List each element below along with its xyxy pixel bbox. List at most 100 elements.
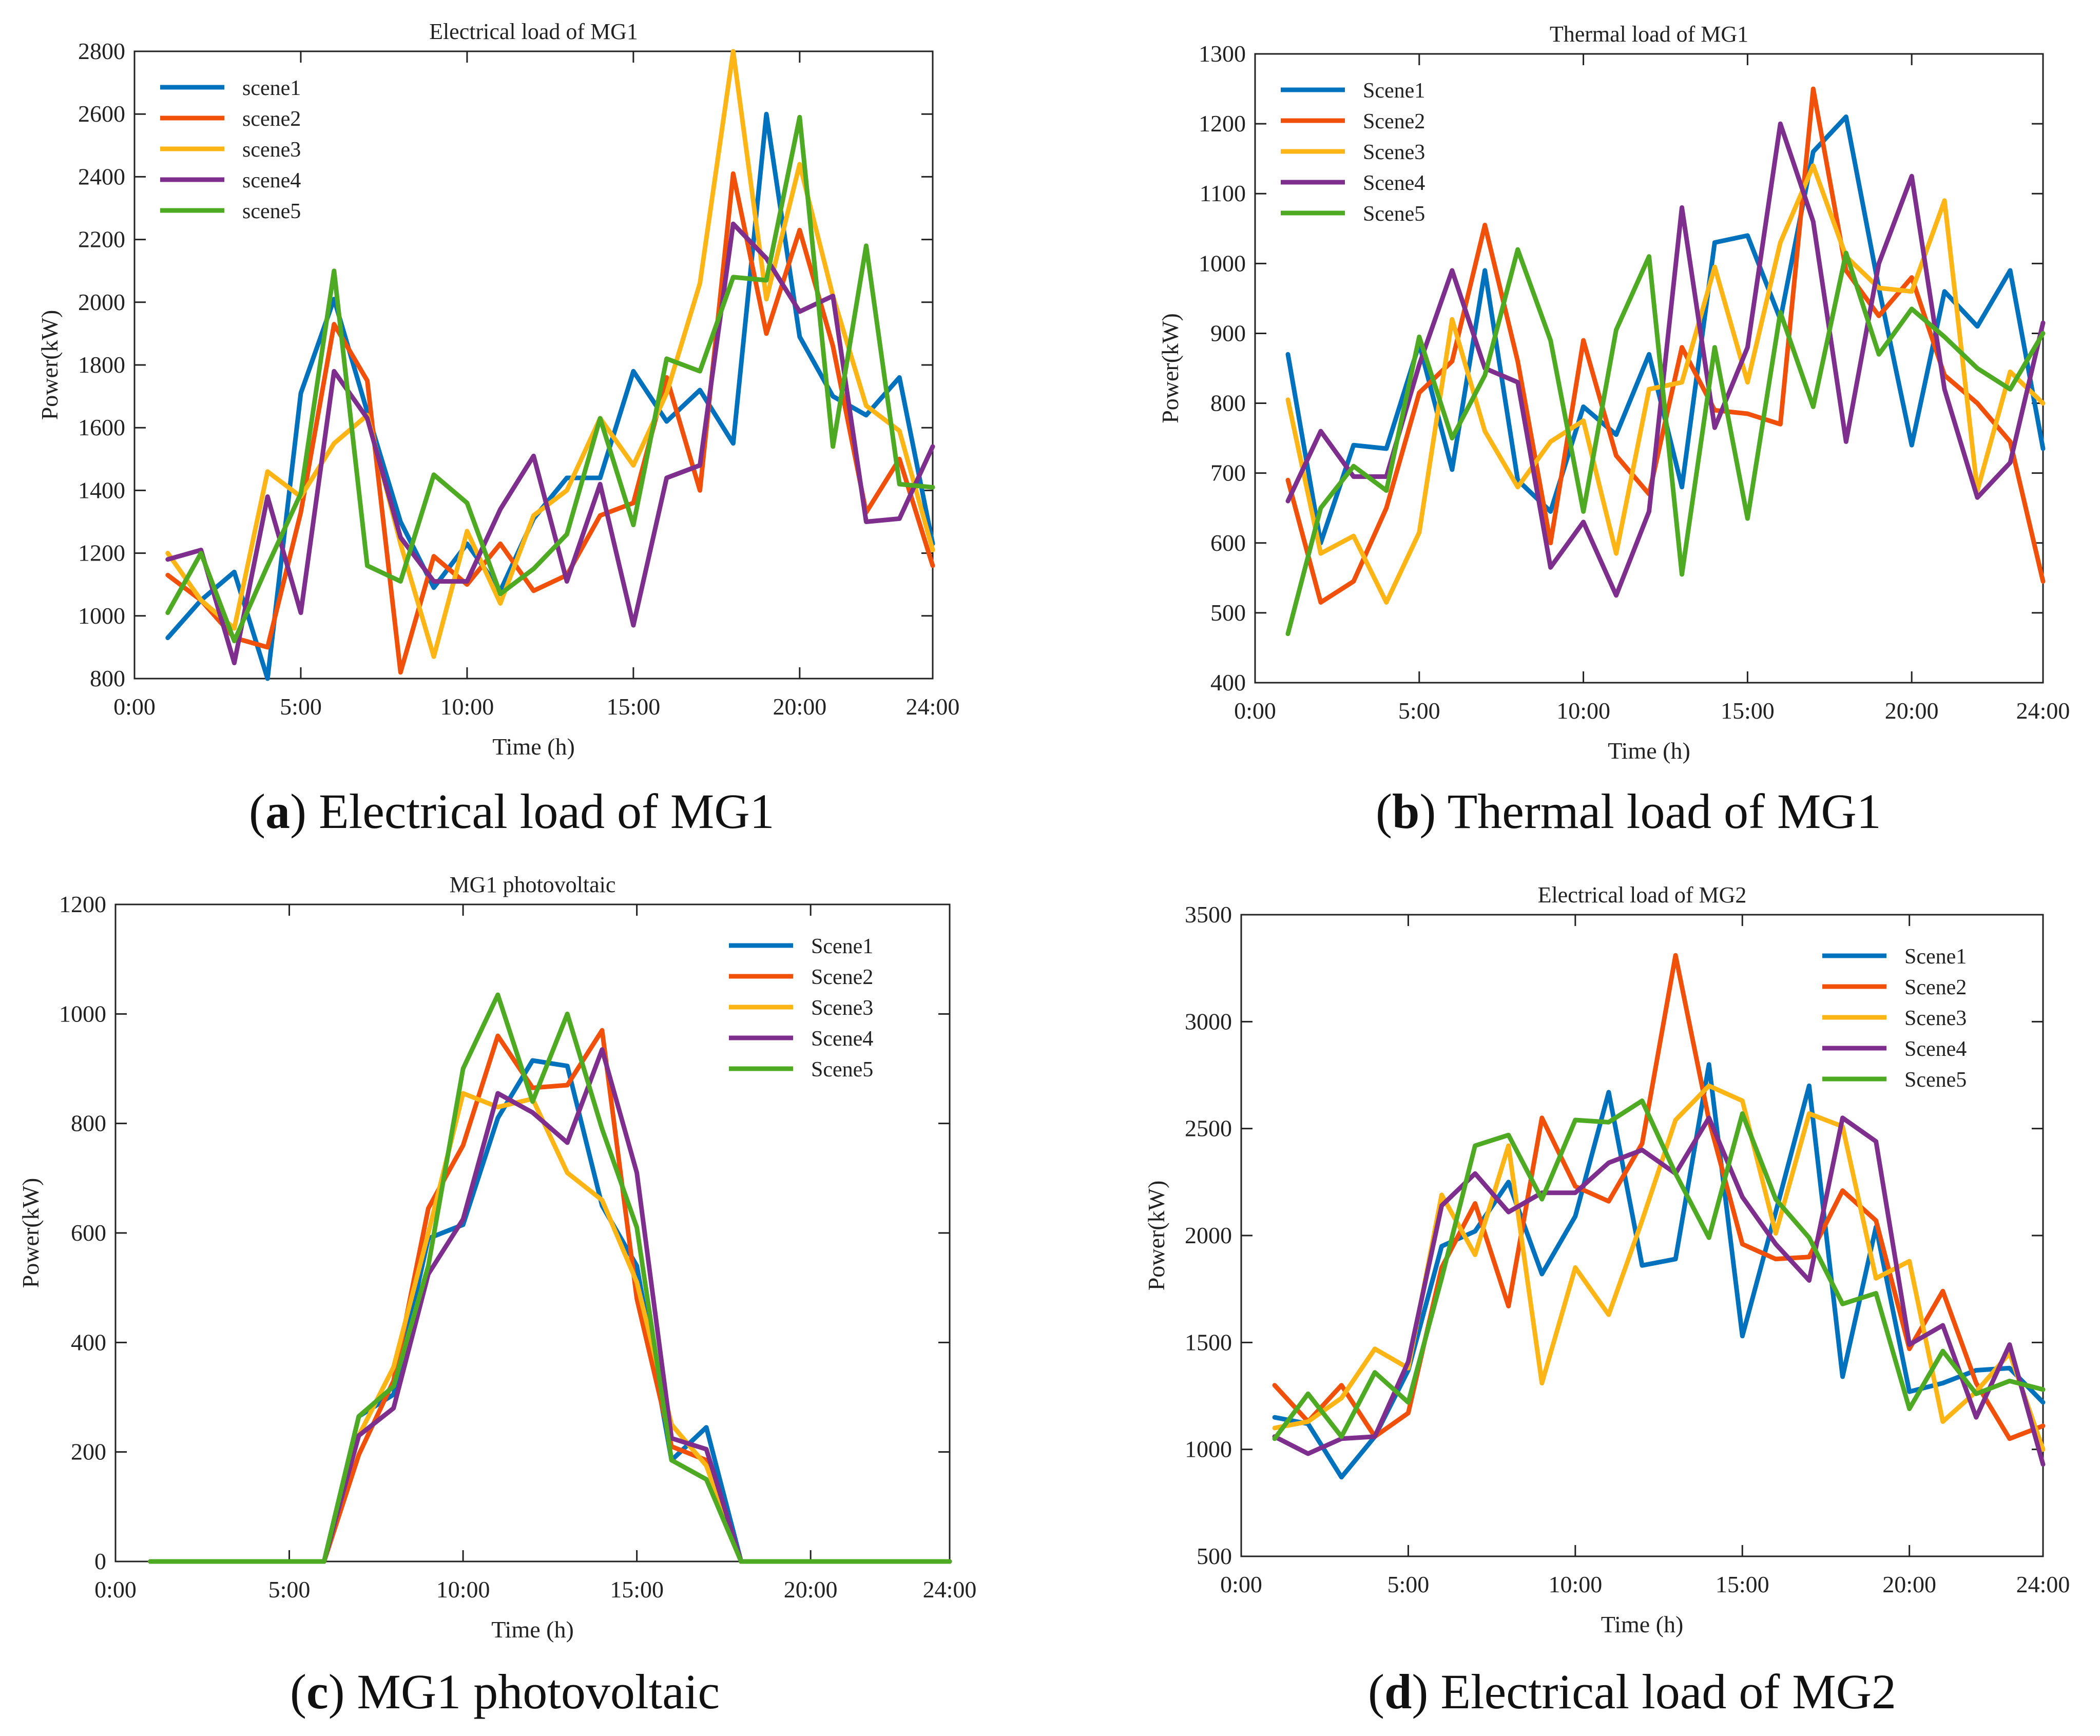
x-tick-label: 10:00 (1556, 698, 1610, 724)
caption-d-text: Electrical load of MG2 (1428, 1664, 1896, 1719)
chart-thermal-load-mg1: 400 500 600 700 800 900 1000 1100 1200 1300 0:00 5:… (1157, 22, 2070, 764)
caption-b: (b) Thermal load of MG1 (1376, 784, 1881, 839)
legend-label: Scene3 (811, 996, 873, 1020)
x-tick-label: 15:00 (1716, 1571, 1769, 1597)
legend-label: Scene3 (1904, 1007, 1967, 1030)
x-axis-label: Time (h) (492, 734, 575, 760)
x-tick-label: 24:00 (2016, 1571, 2070, 1597)
chart-mg1-photovoltaic: 0 200 400 600 800 1000 1200 0:00 5:00 10:00 15:00 2… (17, 872, 976, 1643)
y-tick-label: 2200 (78, 226, 125, 253)
caption-c-letter: c (306, 1664, 329, 1719)
series-line-scene4 (1285, 121, 2046, 598)
y-axis-label: Power(kW) (36, 310, 63, 420)
y-tick-label: 2400 (78, 163, 125, 189)
y-tick-label: 400 (1210, 669, 1246, 696)
legend: scene1 scene2 scene3 scene4 scene5 (160, 76, 301, 223)
legend-label: Scene5 (1904, 1068, 1967, 1092)
legend-label: Scene1 (1904, 945, 1967, 969)
x-tick-label: 10:00 (1548, 1571, 1602, 1597)
x-tick-label: 10:00 (440, 693, 494, 720)
y-tick-label: 1200 (1199, 110, 1246, 137)
series-line-scene3 (1272, 1083, 2046, 1452)
y-tick-label: 2600 (78, 101, 125, 127)
caption-a: (a) Electrical load of MG1 (249, 784, 775, 839)
y-tick-label: 2800 (78, 38, 125, 64)
x-tick-label: 0:00 (94, 1576, 137, 1603)
chart-title: Electrical load of MG1 (429, 19, 638, 44)
legend: Scene1 Scene2 Scene3 Scene4 Scene5 (1822, 945, 1967, 1092)
x-tick-label: 5:00 (268, 1576, 311, 1603)
x-tick-label: 24:00 (923, 1576, 977, 1603)
x-tick-label: 0:00 (1220, 1571, 1262, 1597)
y-tick-label: 700 (1210, 460, 1246, 486)
caption-a-text: Electrical load of MG1 (306, 784, 775, 839)
legend-label: Scene3 (1363, 141, 1425, 164)
plot-area (114, 903, 951, 1563)
legend: Scene1 Scene2 Scene3 Scene4 Scene5 (1281, 79, 1425, 226)
y-tick-label: 1600 (78, 414, 125, 440)
series-line-scene5 (1272, 1098, 2046, 1441)
series-line-scene5 (148, 992, 952, 1564)
x-tick-label: 0:00 (1234, 698, 1276, 724)
legend-label: Scene4 (1363, 171, 1425, 195)
x-tick-label: 24:00 (906, 693, 960, 720)
y-tick-label: 1000 (1199, 250, 1246, 276)
series-line-scene2 (165, 171, 935, 675)
y-tick-label: 3500 (1185, 901, 1232, 928)
legend-label: Scene2 (1904, 976, 1967, 999)
series-line-scene3 (1285, 163, 2046, 605)
y-tick-label: 2000 (1185, 1222, 1232, 1248)
x-tick-label: 24:00 (2016, 698, 2070, 724)
y-tick-label: 1000 (1185, 1436, 1232, 1462)
y-tick-label: 400 (71, 1329, 106, 1355)
y-tick-label: 3000 (1185, 1008, 1232, 1034)
y-tick-label: 1400 (78, 477, 125, 503)
series-line-scene1 (165, 111, 935, 681)
series-line-scene4 (165, 221, 935, 665)
legend-label: Scene5 (1363, 202, 1425, 226)
legend-label: Scene4 (811, 1027, 873, 1051)
x-tick-label: 5:00 (1388, 1571, 1430, 1597)
plot-area (1240, 914, 2044, 1557)
y-tick-label: 200 (71, 1439, 106, 1465)
x-tick-label: 20:00 (784, 1576, 838, 1603)
y-tick-label: 0 (94, 1548, 106, 1574)
y-tick-label: 900 (1210, 320, 1246, 346)
y-tick-label: 1500 (1185, 1329, 1232, 1355)
x-axis-label: Time (h) (1608, 738, 1690, 764)
y-tick-label: 500 (1197, 1543, 1232, 1569)
x-axis-label: Time (h) (491, 1616, 574, 1643)
caption-d: (d) Electrical load of MG2 (1368, 1664, 1896, 1719)
y-tick-label: 1200 (78, 540, 125, 566)
x-tick-label: 5:00 (1398, 698, 1440, 724)
series-line-scene5 (1285, 247, 2046, 636)
chart-electrical-load-mg2: 500 1000 1500 2000 2500 3000 3500 0:00 5:00 10:00… (1143, 882, 2070, 1637)
caption-c-text: MG1 photovoltaic (344, 1664, 720, 1719)
legend-label: Scene2 (811, 966, 873, 989)
caption-a-letter: a (265, 784, 290, 839)
y-tick-label: 1100 (1200, 180, 1246, 206)
y-tick-label: 1300 (1199, 41, 1246, 67)
x-tick-label: 15:00 (1721, 698, 1775, 724)
legend-label: scene1 (242, 76, 301, 100)
x-axis-label: Time (h) (1601, 1611, 1684, 1637)
y-tick-label: 2000 (78, 289, 125, 315)
plot-area (133, 50, 934, 680)
legend-label: Scene1 (1363, 79, 1425, 103)
x-tick-label: 20:00 (773, 693, 826, 720)
caption-d-letter: d (1384, 1664, 1412, 1719)
x-tick-label: 20:00 (1885, 698, 1939, 724)
y-axis-label: Power(kW) (1157, 313, 1183, 423)
y-tick-label: 1000 (59, 1000, 106, 1027)
y-tick-label: 600 (1210, 530, 1246, 556)
y-tick-label: 1200 (59, 891, 106, 917)
y-tick-label: 500 (1210, 600, 1246, 626)
x-tick-label: 10:00 (436, 1576, 490, 1603)
series-line-scene1 (1272, 1062, 2046, 1480)
x-tick-label: 20:00 (1882, 1571, 1936, 1597)
caption-c: (c) MG1 photovoltaic (290, 1664, 720, 1719)
caption-b-letter: b (1392, 784, 1420, 839)
x-tick-label: 15:00 (606, 693, 660, 720)
legend-label: Scene5 (811, 1058, 873, 1082)
series-line-scene4 (1272, 1115, 2046, 1467)
